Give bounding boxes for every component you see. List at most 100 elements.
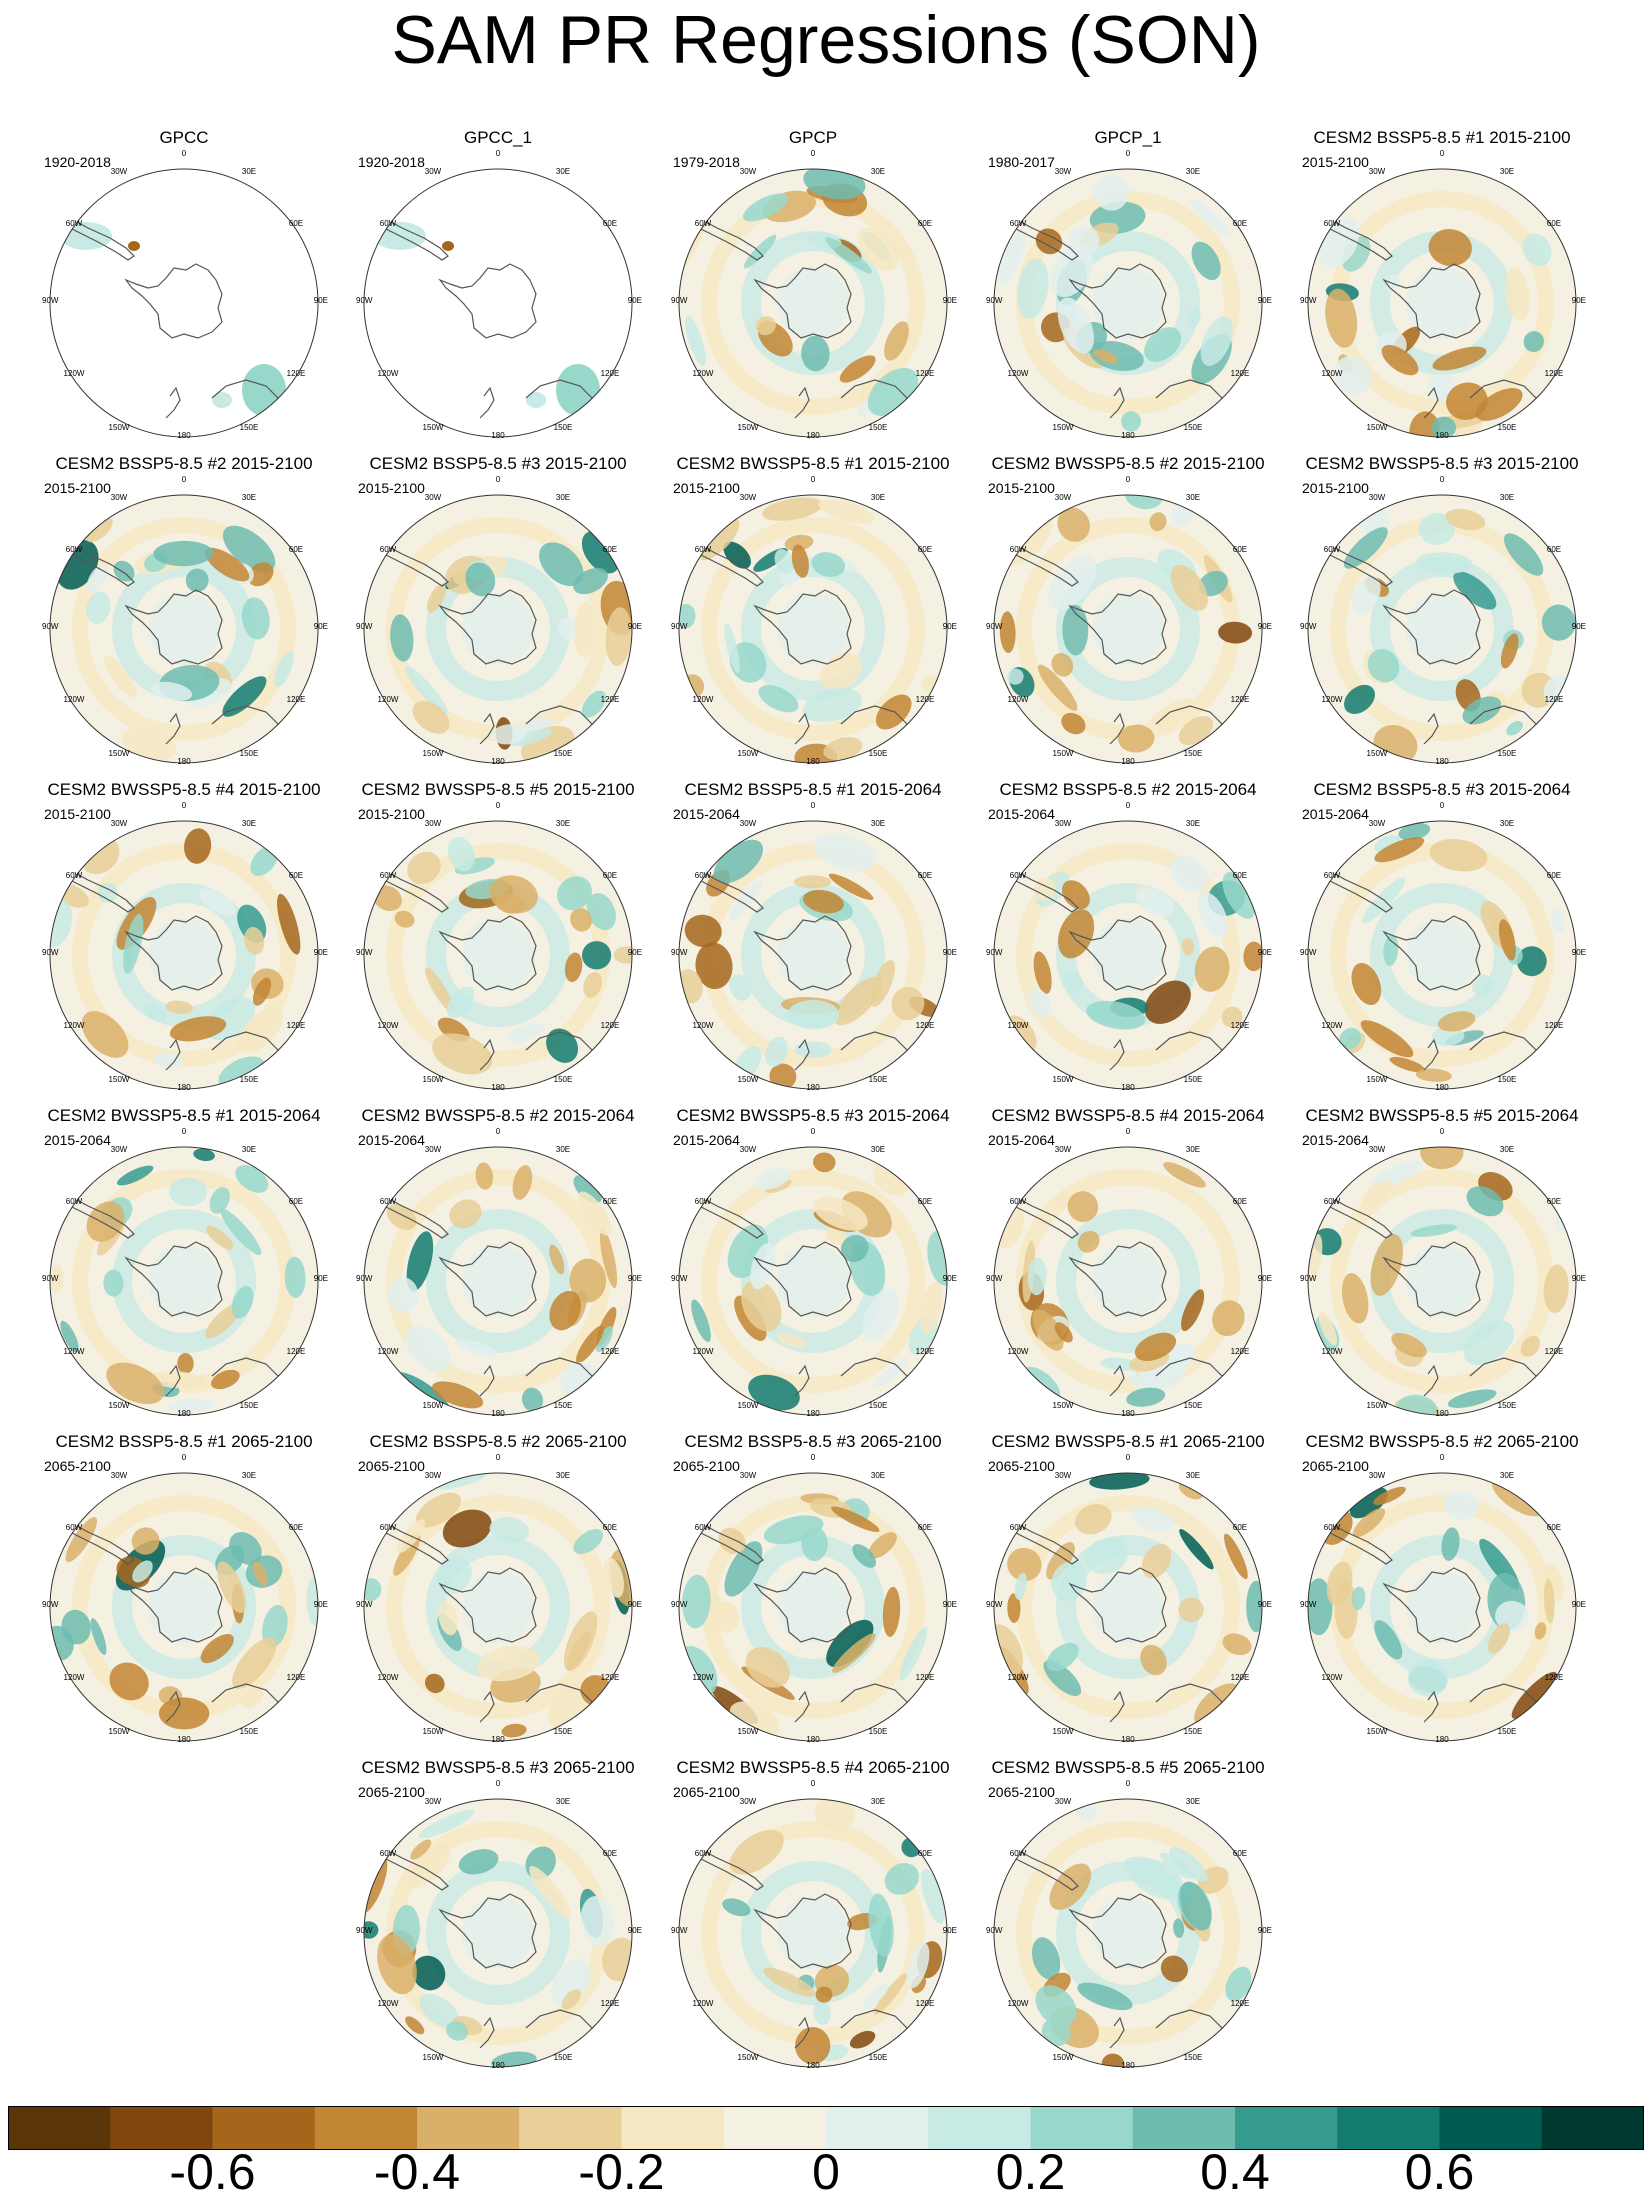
- longitude-label: 120W: [1008, 1347, 1029, 1356]
- panel-title: CESM2 BSSP5-8.5 #1 2015-2064: [684, 780, 942, 799]
- panel-period: 2015-2100: [1302, 480, 1369, 496]
- antarctica-coast: [124, 915, 223, 991]
- longitude-label: 150W: [109, 423, 130, 432]
- longitude-label: 150E: [869, 423, 888, 432]
- precip-field: [1308, 169, 1576, 437]
- precip-blob: [1383, 934, 1399, 967]
- precip-field: [994, 821, 1262, 1089]
- longitude-label: 30W: [1369, 819, 1386, 828]
- precip-blob: [1543, 1578, 1555, 1624]
- longitude-label: 120E: [601, 695, 620, 704]
- longitude-label: 30W: [425, 1145, 442, 1154]
- precip-blob: [1169, 1847, 1208, 1882]
- precip-blob: [412, 1955, 446, 1991]
- map-border: [363, 494, 633, 764]
- map-panel: GPCP 1979-2018 0 30W 30E 60W 60E 90W 90E 120W 120E…: [655, 128, 971, 440]
- precip-blob: [921, 1868, 945, 1924]
- longitude-label: 120W: [693, 369, 714, 378]
- precip-blob: [390, 614, 414, 662]
- precip-blob: [1418, 512, 1455, 546]
- longitude-label: 120E: [1231, 1347, 1250, 1356]
- precip-blob: [1352, 575, 1381, 615]
- longitude-label: 120W: [64, 695, 85, 704]
- precip-blob: [103, 655, 137, 698]
- longitude-label: 90E: [1258, 1274, 1272, 1283]
- new-zealand-coast: [1109, 712, 1125, 745]
- panel-title: CESM2 BSSP5-8.5 #3 2015-2064: [1313, 780, 1571, 799]
- colorbar-tick-label: -0.4: [373, 2144, 461, 2200]
- longitude-label: 60W: [380, 545, 397, 554]
- new-zealand-coast: [794, 1038, 810, 1071]
- precip-blob: [1373, 1486, 1406, 1505]
- precip-blob: [1057, 507, 1090, 542]
- precip-blob: [1149, 512, 1167, 532]
- panel-title: CESM2 BWSSP5-8.5 #5 2015-2064: [1305, 1106, 1579, 1125]
- longitude-label: 60W: [380, 219, 397, 228]
- africa-coast: [1223, 515, 1257, 545]
- precip-blob: [573, 602, 597, 658]
- map-panel: CESM2 BSSP5-8.5 #2 2015-2064 2015-2064 0 30…: [970, 780, 1286, 1092]
- precip-blob: [1123, 1856, 1165, 1880]
- precip-blob: [387, 1277, 419, 1313]
- precip-blob: [185, 568, 209, 593]
- panel-period: 2065-2100: [988, 1458, 1055, 1474]
- precip-blob: [252, 977, 272, 1006]
- precip-blob: [1140, 1644, 1167, 1676]
- south-america-coast: [61, 1193, 135, 1239]
- longitude-label: 120W: [1008, 1999, 1029, 2008]
- precip-blob: [65, 1517, 98, 1563]
- precip-blob: [729, 642, 767, 683]
- precip-core: [777, 1897, 849, 1969]
- longitude-label: 30W: [1055, 819, 1072, 828]
- precip-blob: [1221, 1006, 1243, 1028]
- longitude-label: 60E: [603, 1849, 617, 1858]
- precip-blob: [1160, 1955, 1188, 1983]
- precip-blob: [1447, 1389, 1497, 1409]
- precip-blob: [1472, 974, 1493, 996]
- precip-blob: [576, 1325, 604, 1364]
- south-america-coast: [1005, 867, 1079, 913]
- polar-map: 0 30W 30E 60W 60E 90W 90E 120W 120E 150W 150E 180: [1300, 149, 1586, 440]
- precip-blob: [231, 1285, 254, 1319]
- map-panel: CESM2 BWSSP5-8.5 #1 2015-2064 2015-2064 0 3…: [26, 1106, 342, 1418]
- longitude-label: 60E: [289, 1523, 303, 1532]
- precip-core: [1092, 919, 1164, 991]
- precip-blob: [1503, 533, 1544, 576]
- precip-blob: [595, 1326, 614, 1353]
- longitude-label: 30E: [871, 819, 885, 828]
- longitude-label: 180: [1121, 1735, 1135, 1744]
- longitude-label: 30E: [871, 1797, 885, 1806]
- longitude-label: 150E: [554, 423, 573, 432]
- colorbar-tick-label: 0.2: [995, 2144, 1066, 2200]
- longitude-label: 120W: [1322, 1347, 1343, 1356]
- map-panel: CESM2 BSSP5-8.5 #1 2015-2100 2015-2100 0 30…: [1284, 128, 1600, 440]
- map-background: [50, 169, 318, 437]
- precip-blob: [521, 1387, 544, 1412]
- africa-coast: [593, 1819, 627, 1849]
- longitude-label: 60W: [380, 1849, 397, 1858]
- precip-blob: [1516, 946, 1547, 977]
- longitude-label: 30E: [1500, 1145, 1514, 1154]
- precip-blob: [561, 1989, 582, 2010]
- precip-blob: [211, 1369, 240, 1390]
- panel-title: CESM2 BWSSP5-8.5 #1 2015-2064: [47, 1106, 321, 1125]
- panel-title: CESM2 BWSSP5-8.5 #4 2015-2064: [991, 1106, 1265, 1125]
- longitude-label: 30E: [871, 1471, 885, 1480]
- precip-blob: [1445, 508, 1486, 531]
- longitude-label: 120W: [1008, 1021, 1029, 1030]
- longitude-label: 0: [811, 1127, 816, 1136]
- precip-blob: [1051, 1561, 1087, 1602]
- longitude-label: 0: [496, 475, 501, 484]
- longitude-label: 90E: [943, 1600, 957, 1609]
- precip-blob: [605, 607, 632, 666]
- precip-blob: [802, 688, 863, 723]
- precip-blob: [763, 1967, 816, 1997]
- precip-blob: [1391, 1332, 1427, 1358]
- precip-blob: [724, 1541, 763, 1597]
- precip-blob: [1349, 1487, 1388, 1519]
- precip-blob: [86, 517, 113, 543]
- longitude-label: 120E: [1231, 1673, 1250, 1682]
- africa-coast: [1537, 1493, 1571, 1523]
- precip-blob: [475, 1162, 494, 1190]
- precip-blob: [1318, 1311, 1338, 1346]
